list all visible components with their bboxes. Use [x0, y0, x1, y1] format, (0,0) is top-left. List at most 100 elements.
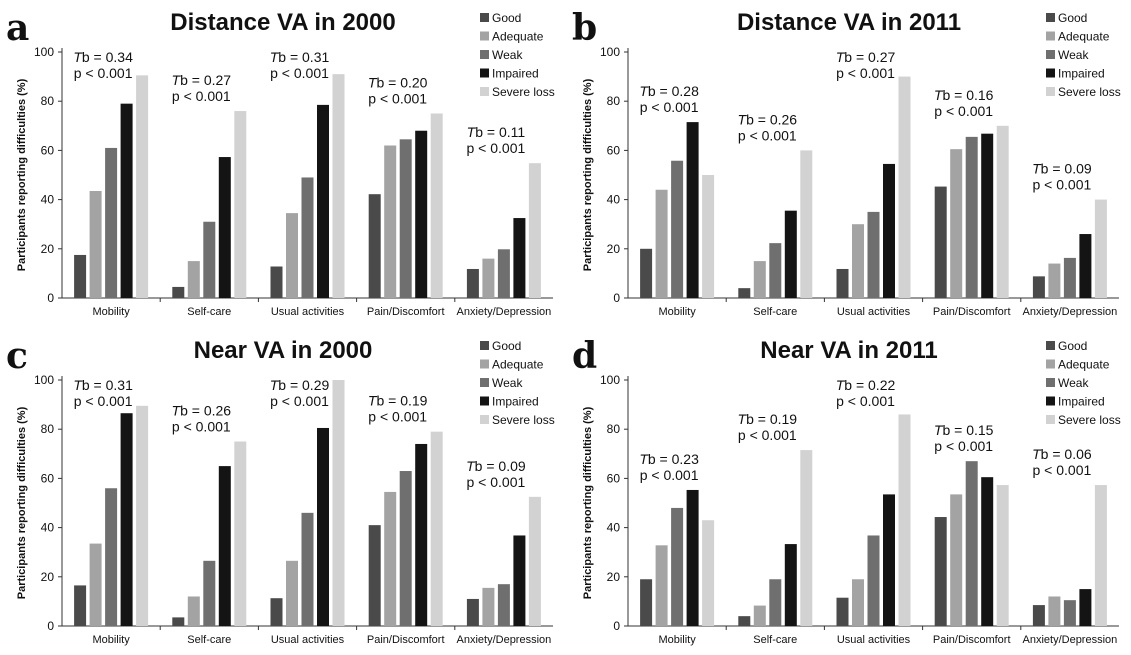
bar-impaired	[883, 163, 895, 298]
x-category-label: Mobility	[92, 306, 130, 318]
y-tick-label: 60	[41, 143, 55, 157]
legend-label: Impaired	[492, 67, 539, 81]
bar-impaired	[415, 130, 428, 298]
stat-annotation-tb: Tb = 0.27	[172, 72, 232, 88]
bar-adequate	[852, 224, 864, 298]
y-tick-label: 100	[34, 373, 54, 387]
bar-adequate	[187, 596, 200, 626]
stat-annotation-tb: Tb = 0.15	[934, 422, 994, 438]
bar-good	[172, 286, 185, 298]
legend-label: Adequate	[492, 358, 544, 372]
bar-good	[368, 525, 381, 626]
bar-weak	[867, 211, 880, 298]
bar-weak	[671, 160, 684, 298]
chart-svg: b Distance VA in 2011 Participants reporti…	[572, 7, 1121, 318]
legend-label: Impaired	[1058, 395, 1105, 409]
y-axis-label: Participants reporting difficulties (%)	[16, 78, 28, 271]
legend-swatch	[480, 378, 489, 387]
bar-weak	[965, 461, 978, 626]
y-tick-label: 80	[607, 94, 621, 108]
bar-weak	[301, 177, 314, 298]
stat-annotation-tb: Tb = 0.28	[639, 83, 699, 99]
bar-impaired	[784, 544, 797, 626]
y-tick-label: 60	[607, 143, 621, 157]
legend-label: Weak	[492, 48, 523, 62]
stat-annotation-p: p < 0.001	[1033, 462, 1092, 478]
bar-good	[466, 268, 479, 298]
bar-adequate	[655, 189, 668, 298]
stat-annotation-p: p < 0.001	[368, 409, 427, 425]
bar-good	[1032, 276, 1045, 298]
bar-severe-loss	[332, 380, 345, 626]
x-category-label: Anxiety/Depression	[457, 634, 552, 646]
stat-annotation-p: p < 0.001	[467, 474, 526, 490]
bar-impaired	[120, 413, 133, 626]
stat-annotation-p: p < 0.001	[368, 91, 427, 107]
y-tick-label: 20	[607, 570, 621, 584]
bar-severe-loss	[234, 441, 247, 626]
chart-panel-d: d Near VA in 2011 Participants reporting d…	[566, 328, 1131, 655]
stat-annotation-p: p < 0.001	[74, 393, 133, 409]
legend-swatch	[480, 396, 489, 406]
stat-annotation-p: p < 0.001	[738, 127, 797, 143]
bar-weak	[1063, 257, 1076, 298]
legend-label: Impaired	[492, 395, 539, 409]
bar-adequate	[1048, 596, 1061, 626]
stat-annotation-p: p < 0.001	[74, 65, 133, 81]
bar-severe-loss	[136, 405, 149, 626]
bar-impaired	[686, 122, 699, 298]
chart-title: Near VA in 2011	[760, 337, 937, 364]
bar-weak	[399, 139, 412, 298]
x-category-label: Pain/Discomfort	[933, 306, 1011, 318]
legend-swatch	[1046, 359, 1055, 369]
bar-severe-loss	[528, 496, 541, 626]
bar-weak	[769, 579, 782, 626]
panel-letter: d	[572, 335, 597, 377]
legend-label: Severe loss	[492, 413, 555, 427]
x-category-label: Mobility	[658, 634, 696, 646]
stat-annotation-p: p < 0.001	[836, 393, 895, 409]
x-category-label: Pain/Discomfort	[367, 634, 445, 646]
legend-label: Adequate	[1058, 30, 1110, 44]
bar-severe-loss	[800, 450, 813, 626]
chart-title: Distance VA in 2011	[737, 9, 961, 36]
bar-impaired	[1079, 234, 1092, 298]
legend-swatch	[480, 68, 489, 78]
bar-adequate	[753, 261, 766, 298]
bar-adequate	[852, 579, 864, 626]
bar-impaired	[120, 103, 133, 298]
legend-label: Severe loss	[1058, 413, 1121, 427]
stat-annotation-tb: Tb = 0.09	[1032, 161, 1092, 177]
bar-adequate	[950, 149, 963, 298]
legend-swatch	[1046, 13, 1055, 22]
x-category-label: Usual activities	[271, 306, 345, 318]
bar-adequate	[286, 560, 298, 626]
stat-annotation-tb: Tb = 0.31	[73, 377, 133, 393]
y-tick-label: 80	[41, 94, 55, 108]
bar-weak	[497, 249, 510, 298]
bar-adequate	[753, 605, 766, 626]
bar-adequate	[286, 213, 298, 298]
bar-adequate	[482, 587, 495, 626]
x-category-label: Anxiety/Depression	[1023, 634, 1118, 646]
bar-weak	[105, 488, 118, 626]
bar-adequate	[89, 190, 102, 298]
legend-swatch	[480, 50, 489, 59]
x-category-label: Pain/Discomfort	[933, 634, 1011, 646]
x-category-label: Self-care	[753, 634, 797, 646]
bar-severe-loss	[430, 431, 443, 626]
bar-impaired	[1079, 589, 1092, 626]
bar-good	[640, 579, 653, 626]
chart-panel-a: a Distance VA in 2000 Participants reporti…	[0, 0, 565, 327]
bar-good	[836, 597, 849, 626]
stat-annotation-tb: Tb = 0.23	[639, 451, 699, 467]
bar-severe-loss	[136, 75, 149, 299]
y-tick-label: 80	[607, 422, 621, 436]
x-category-label: Anxiety/Depression	[1023, 306, 1118, 318]
panel-letter: a	[6, 7, 29, 49]
legend-label: Weak	[492, 376, 523, 390]
stat-annotation-p: p < 0.001	[172, 88, 231, 104]
stat-annotation-tb: Tb = 0.31	[270, 49, 330, 65]
x-category-label: Self-care	[187, 634, 231, 646]
stat-annotation-tb: Tb = 0.19	[738, 411, 798, 427]
